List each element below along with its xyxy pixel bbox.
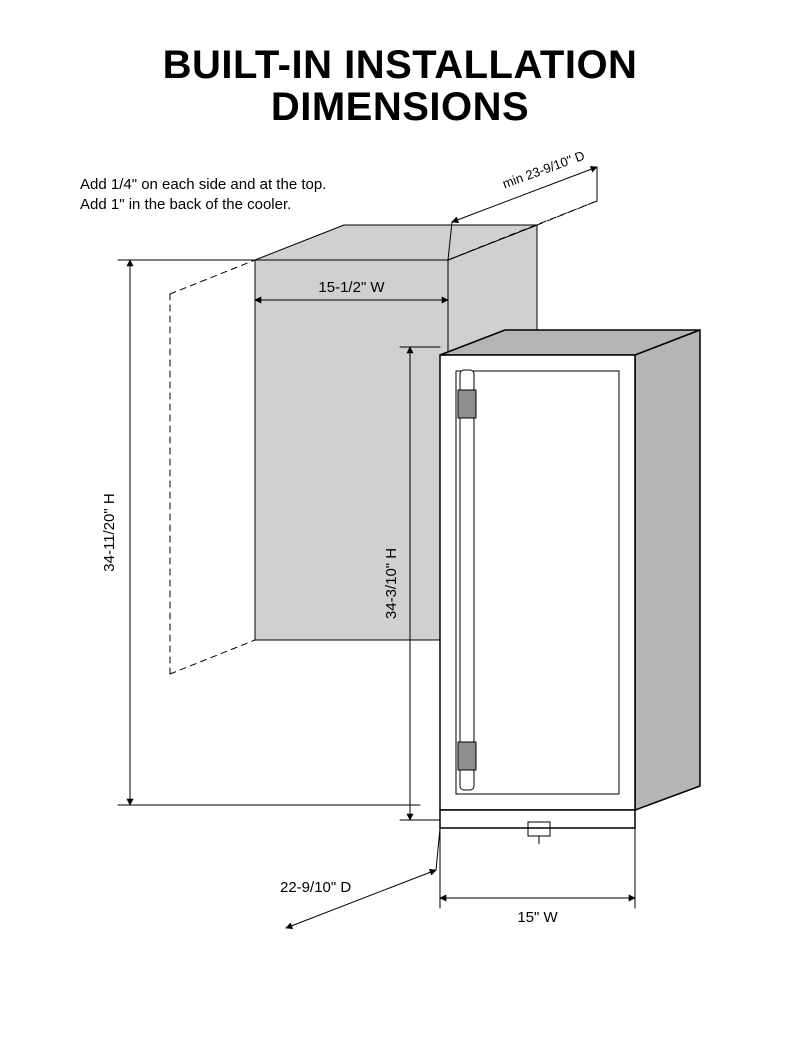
page: BUILT-IN INSTALLATION DIMENSIONS Add 1/4… — [0, 0, 800, 1056]
dim-cabinet-depth: min 23-9/10" D — [500, 148, 586, 192]
dim-cabinet-width: 15-1/2" W — [318, 279, 385, 296]
dim-cooler-depth: 22-9/10" D — [280, 879, 351, 896]
dimension-diagram: 34-11/20" H 34-3/10" H 15-1/2" W min 23-9/1… — [0, 0, 800, 1056]
dim-cooler-height: 34-3/10" H — [383, 548, 400, 619]
dim-cooler-width: 15" W — [517, 909, 558, 926]
dim-cabinet-height: 34-11/20" H — [101, 493, 118, 571]
